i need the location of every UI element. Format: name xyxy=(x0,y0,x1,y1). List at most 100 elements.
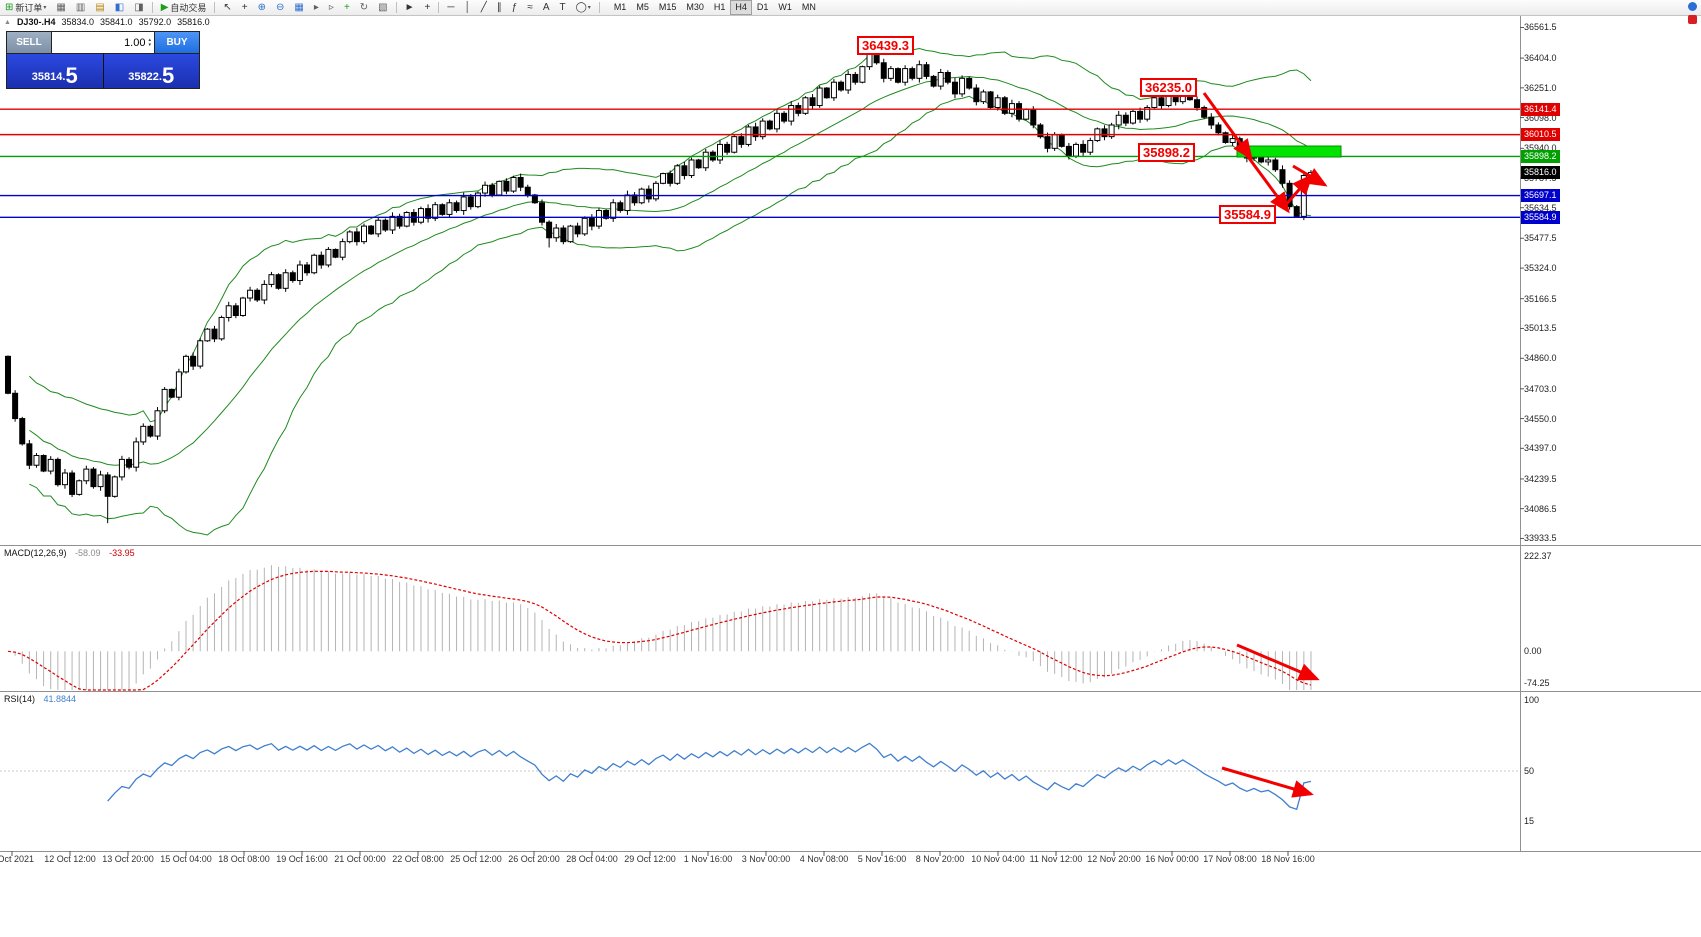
lot-value[interactable]: 1.00 xyxy=(124,36,146,49)
channel-tool[interactable]: ∥ xyxy=(493,0,506,15)
timeframe-m1-button[interactable]: M1 xyxy=(613,2,627,12)
price-annotation-box[interactable]: 35584.9 xyxy=(1219,205,1276,224)
buy-price-big: 5 xyxy=(161,63,175,88)
cursor-icon-glyph: ↖ xyxy=(223,2,232,13)
periods-button-glyph: ↻ xyxy=(359,2,369,13)
highlight-zone-bar[interactable] xyxy=(1236,145,1342,158)
macd-indicator-label: MACD(12,26,9) -58.09 -33.95 xyxy=(4,548,135,558)
trendline-tool[interactable]: ╱ xyxy=(477,0,491,15)
templates-button[interactable]: ▧ xyxy=(374,0,391,15)
trend-arrow xyxy=(1241,149,1290,214)
search-icon[interactable] xyxy=(1688,2,1697,11)
text-tool[interactable]: A xyxy=(539,0,554,15)
timeframe-w1-button[interactable]: W1 xyxy=(778,2,792,12)
new-order-button-glyph: ⊞ xyxy=(5,2,14,13)
ohlc-close: 35816.0 xyxy=(177,17,210,27)
periods-button[interactable]: ↻ xyxy=(356,0,372,15)
sell-price-main: 35814. xyxy=(31,71,66,83)
main-toolbar: ⊞ 新订单 ▾ ▦ ▥ ▤ ◧ ◨ ▶ 自动交易 ↖ + ⊕ ⊖ ▦ ▸ ▹ + ↻ ▧ ► + ─ │ ╱ ∥ ƒ ≈ A T ◯ ▾ M1 M… xyxy=(0,0,1701,16)
fibonacci-tool[interactable]: ƒ xyxy=(508,0,522,15)
vertical-line-tool-glyph: │ xyxy=(464,2,471,13)
auto-scroll-button[interactable]: ▸ xyxy=(310,0,323,15)
new-order-button-label: 新订单 xyxy=(15,3,43,13)
data-window-icon[interactable]: ◧ xyxy=(111,0,128,15)
trend-arrow xyxy=(1202,92,1253,161)
price-annotation-box[interactable]: 36439.3 xyxy=(857,36,914,55)
shapes-tool[interactable]: ◯ ▾ xyxy=(572,0,595,15)
horizontal-line-tool[interactable]: ─ xyxy=(443,0,458,15)
profiles-icon[interactable]: ▥ xyxy=(72,0,89,15)
rsi-value: 41.8844 xyxy=(43,694,77,704)
toolbar-separator xyxy=(438,2,440,13)
sell-price-big: 5 xyxy=(65,63,78,88)
label-tool[interactable]: T xyxy=(555,0,569,15)
sell-price[interactable]: 35814. 5 xyxy=(7,54,103,88)
trend-arrow xyxy=(1221,766,1314,798)
timeframe-h4-button[interactable]: H4 xyxy=(730,0,752,15)
text-tool-glyph: A xyxy=(542,2,550,13)
market-watch-icon-glyph: ▤ xyxy=(95,2,105,13)
sell-button[interactable]: SELL xyxy=(7,32,51,53)
lot-spinner[interactable]: ▴ ▾ xyxy=(148,36,151,48)
cursor-icon[interactable]: ↖ xyxy=(219,0,235,15)
timeframe-m30-button[interactable]: M30 xyxy=(686,2,704,12)
macd-signal-value: -33.95 xyxy=(109,548,135,558)
wave-tool[interactable]: ≈ xyxy=(523,0,537,15)
zoom-out-button[interactable]: ⊖ xyxy=(272,0,288,15)
zoom-in-button[interactable]: ⊕ xyxy=(254,0,270,15)
horizontal-line-tool-glyph: ─ xyxy=(447,2,455,13)
lot-size-field[interactable]: 1.00 ▴ ▾ xyxy=(51,32,155,53)
price-annotation-box[interactable]: 35898.2 xyxy=(1138,143,1195,162)
timeframe-m15-button[interactable]: M15 xyxy=(658,2,677,12)
pointer-tool[interactable]: ► xyxy=(401,0,419,15)
market-watch-icon[interactable]: ▤ xyxy=(91,0,108,15)
timeframe-group: M1 M5 M15 M30 H1 H4 D1 W1 MN xyxy=(609,0,821,15)
rsi-name: RSI(14) xyxy=(4,694,36,704)
navigator-icon-glyph: ◨ xyxy=(134,2,144,13)
buy-button[interactable]: BUY xyxy=(155,32,199,53)
toolbar-separator xyxy=(151,2,153,13)
spinner-up-icon[interactable]: ▴ xyxy=(148,36,151,43)
toolbar-separator xyxy=(214,2,216,13)
timeframe-mn-button[interactable]: MN xyxy=(801,2,816,12)
crosshair-tool[interactable]: + xyxy=(421,0,435,15)
autotrading-button-glyph: ▶ xyxy=(160,2,169,13)
symbol-info-line: ▲ DJ30-.H4 35834.0 35841.0 35792.0 35816… xyxy=(4,17,210,27)
buy-price-main: 35822. xyxy=(128,71,162,83)
shapes-tool-glyph: ◯ xyxy=(575,2,587,13)
autotrading-button-label: 自动交易 xyxy=(170,3,207,13)
zoom-in-button-glyph: ⊕ xyxy=(257,2,267,13)
toolbar-separator xyxy=(598,2,600,13)
navigator-icon[interactable]: ◨ xyxy=(130,0,147,15)
chart-windows-icon-glyph: ▦ xyxy=(56,2,66,13)
one-click-trading-panel: SELL 1.00 ▴ ▾ BUY 35814. 5 35822. 5 xyxy=(6,31,200,89)
trend-arrow xyxy=(1236,643,1320,681)
channel-tool-glyph: ∥ xyxy=(496,2,502,13)
chart-windows-icon[interactable]: ▦ xyxy=(52,0,69,15)
macd-name: MACD(12,26,9) xyxy=(4,548,67,558)
pointer-tool-glyph: ► xyxy=(404,2,415,13)
crosshair-tool-glyph: + xyxy=(424,2,431,13)
crosshair-icon-glyph: + xyxy=(241,2,248,13)
price-annotation-box[interactable]: 36235.0 xyxy=(1140,78,1197,97)
symbol-name: DJ30-.H4 xyxy=(16,17,56,27)
profiles-icon-glyph: ▥ xyxy=(75,2,86,13)
timeframe-h1-button[interactable]: H1 xyxy=(713,2,726,12)
indicators-button[interactable]: + xyxy=(340,0,354,15)
new-order-button[interactable]: ⊞ 新订单 ▾ xyxy=(1,0,50,15)
timeframe-m5-button[interactable]: M5 xyxy=(636,2,649,12)
spinner-down-icon[interactable]: ▾ xyxy=(148,41,151,48)
crosshair-icon[interactable]: + xyxy=(238,0,252,15)
alert-icon[interactable] xyxy=(1688,15,1697,24)
autotrading-button[interactable]: ▶ 自动交易 xyxy=(157,0,211,15)
ohlc-low: 35792.0 xyxy=(138,17,172,27)
ohlc-open: 35834.0 xyxy=(61,17,95,27)
buy-price[interactable]: 35822. 5 xyxy=(102,54,199,88)
chart-shift-button[interactable]: ▹ xyxy=(325,0,338,15)
timeframe-d1-button[interactable]: D1 xyxy=(756,2,769,12)
ohlc-high: 35841.0 xyxy=(100,17,133,27)
shapes-tool-caret: ▾ xyxy=(587,5,591,11)
vertical-line-tool[interactable]: │ xyxy=(460,0,474,15)
tile-windows-button[interactable]: ▦ xyxy=(290,0,307,15)
